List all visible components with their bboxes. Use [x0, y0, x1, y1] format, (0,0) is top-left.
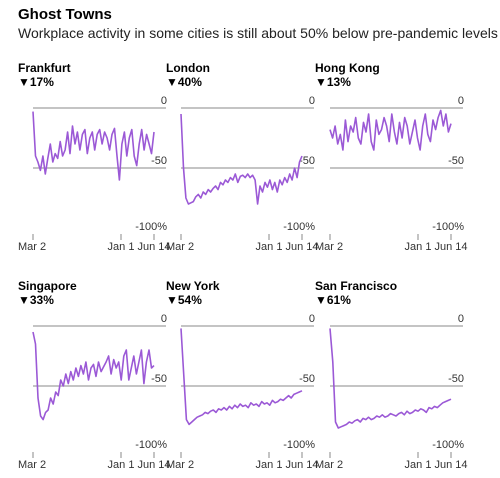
san-francisco-xtick-label-1: Jan 1	[405, 459, 432, 471]
hong-kong-ytick-minus100: -100%	[432, 221, 464, 233]
singapore-ytick-minus100: -100%	[135, 439, 167, 451]
san-francisco-ytick-minus100: -100%	[432, 439, 464, 451]
frankfurt-city-label: Frankfurt	[18, 61, 71, 75]
frankfurt-xtick-label-0: Mar 2	[18, 241, 46, 253]
frankfurt-ytick-minus50: -50	[151, 155, 167, 167]
new-york-series-line	[180, 328, 303, 426]
hong-kong-xtick-label-0: Mar 2	[315, 241, 343, 253]
singapore-xtick-label-0: Mar 2	[18, 459, 46, 471]
new-york-city-label: New York	[166, 279, 220, 293]
hong-kong-xtick-label-1: Jan 1	[405, 241, 432, 253]
london-ytick-minus50: -50	[299, 155, 315, 167]
san-francisco-ytick-0: 0	[458, 313, 464, 325]
london-ytick-0: 0	[309, 95, 315, 107]
london-ytick-minus100: -100%	[283, 221, 315, 233]
singapore-series-line	[32, 331, 155, 421]
hong-kong-series-line	[329, 109, 452, 151]
hong-kong-ytick-minus50: -50	[448, 155, 464, 167]
new-york-ytick-minus50: -50	[299, 373, 315, 385]
frankfurt-change-label: ▼17%	[18, 75, 54, 89]
london-xtick-label-0: Mar 2	[166, 241, 194, 253]
singapore-ytick-minus50: -50	[151, 373, 167, 385]
new-york-xtick-label-1: Jan 1	[256, 459, 283, 471]
hong-kong-city-label: Hong Kong	[315, 61, 380, 75]
singapore-change-label: ▼33%	[18, 293, 54, 307]
new-york-xtick-label-0: Mar 2	[166, 459, 194, 471]
new-york-xtick-label-2: Jun 14	[285, 459, 318, 471]
new-york-ytick-minus100: -100%	[283, 439, 315, 451]
london-xtick-label-1: Jan 1	[256, 241, 283, 253]
frankfurt-xtick-label-2: Jun 14	[137, 241, 170, 253]
san-francisco-ytick-minus50: -50	[448, 373, 464, 385]
london-series-line	[180, 113, 303, 205]
singapore-ytick-0: 0	[161, 313, 167, 325]
san-francisco-city-label: San Francisco	[315, 279, 397, 293]
new-york-ytick-0: 0	[309, 313, 315, 325]
frankfurt-series-line	[32, 111, 155, 181]
san-francisco-xtick-label-0: Mar 2	[315, 459, 343, 471]
london-city-label: London	[166, 61, 210, 75]
san-francisco-series-line	[329, 328, 452, 429]
hong-kong-ytick-0: 0	[458, 95, 464, 107]
singapore-city-label: Singapore	[18, 279, 77, 293]
new-york-change-label: ▼54%	[166, 293, 202, 307]
london-change-label: ▼40%	[166, 75, 202, 89]
frankfurt-ytick-minus100: -100%	[135, 221, 167, 233]
hong-kong-xtick-label-2: Jun 14	[434, 241, 467, 253]
singapore-xtick-label-1: Jan 1	[108, 459, 135, 471]
frankfurt-ytick-0: 0	[161, 95, 167, 107]
san-francisco-change-label: ▼61%	[315, 293, 351, 307]
chart-title: Ghost Towns	[18, 6, 112, 23]
london-xtick-label-2: Jun 14	[285, 241, 318, 253]
hong-kong-change-label: ▼13%	[315, 75, 351, 89]
san-francisco-xtick-label-2: Jun 14	[434, 459, 467, 471]
chart-subtitle: Workplace activity in some cities is sti…	[18, 25, 498, 41]
singapore-xtick-label-2: Jun 14	[137, 459, 170, 471]
frankfurt-xtick-label-1: Jan 1	[108, 241, 135, 253]
